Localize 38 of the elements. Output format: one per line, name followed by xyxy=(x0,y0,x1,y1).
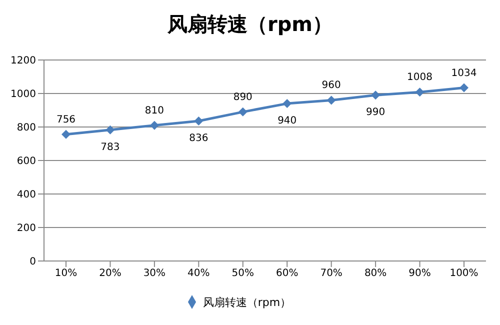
data-label: 810 xyxy=(144,105,164,116)
y-tick-label: 1200 xyxy=(10,56,36,67)
data-label: 940 xyxy=(278,116,297,127)
point xyxy=(415,88,424,97)
legend-label: 风扇转速（rpm） xyxy=(202,296,292,309)
point xyxy=(62,130,70,139)
point xyxy=(326,96,336,105)
data-label: 836 xyxy=(189,132,208,144)
y-tick-label: 600 xyxy=(16,156,36,168)
chart-title: 风扇转速（rpm） xyxy=(166,10,334,38)
y-tick-label: 1000 xyxy=(10,89,36,100)
x-tick-label: 70% xyxy=(320,268,342,280)
y-tick-label: 400 xyxy=(16,190,36,201)
point xyxy=(106,125,115,134)
x-tick-label: 30% xyxy=(143,268,166,280)
x-tick-label: 10% xyxy=(54,268,78,280)
point xyxy=(238,107,248,116)
x-tick-label: 90% xyxy=(408,268,431,280)
data-label: 890 xyxy=(233,92,252,103)
point xyxy=(371,90,380,100)
y-tick-label: 200 xyxy=(16,223,36,234)
point xyxy=(460,83,468,92)
point xyxy=(150,120,159,130)
x-tick-label: 20% xyxy=(99,268,122,280)
x-tick-label: 60% xyxy=(276,268,298,280)
y-tick-label: 800 xyxy=(16,122,36,134)
data-label: 960 xyxy=(322,80,341,92)
x-tick-label: 40% xyxy=(188,268,210,280)
x-tick-label: 80% xyxy=(364,268,387,280)
data-label: 990 xyxy=(366,107,386,118)
point xyxy=(194,116,204,126)
data-label: 1008 xyxy=(407,72,433,84)
data-label: 783 xyxy=(100,142,120,153)
x-tick-label: 100% xyxy=(450,268,478,280)
y-tick-label: 0 xyxy=(30,256,36,268)
data-label: 1034 xyxy=(451,68,477,79)
data-label: 756 xyxy=(56,114,76,126)
x-tick-label: 50% xyxy=(232,268,254,280)
